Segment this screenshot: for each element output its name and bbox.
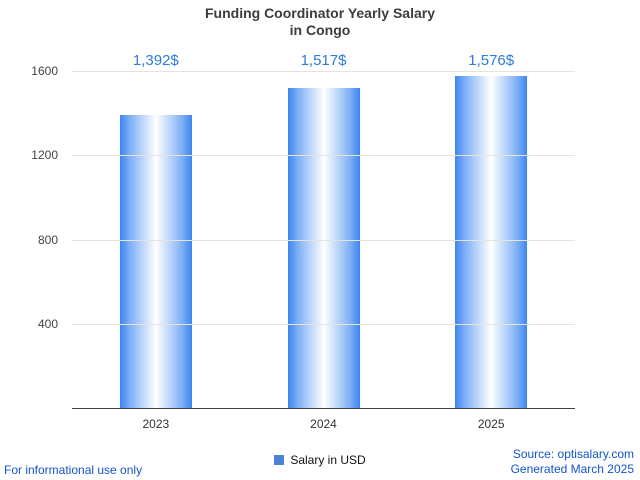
chart-title: Funding Coordinator Yearly Salary in Con…	[0, 5, 640, 39]
legend-swatch-icon	[274, 455, 285, 465]
y-tick-label: 1200	[31, 148, 58, 163]
chart-title-line1: Funding Coordinator Yearly Salary	[204, 5, 435, 21]
chart-title-line2: in Congo	[289, 22, 351, 38]
y-tick-label: 1600	[31, 64, 58, 78]
bar-column	[72, 71, 240, 408]
plot-area	[72, 71, 575, 409]
bar-2023	[119, 114, 192, 408]
gridline	[72, 323, 575, 325]
bar-2024	[287, 88, 360, 408]
value-label: 1,392$	[132, 52, 179, 69]
legend: Salary in USD	[0, 452, 640, 468]
disclaimer-text: For informational use only	[4, 463, 143, 477]
generated-date: Generated March 2025	[510, 462, 634, 476]
gridline	[72, 239, 575, 241]
x-axis-labels: 2023 2024 2025	[72, 417, 575, 431]
source-block: Source: optisalary.com Generated March 2…	[511, 447, 634, 477]
source-link[interactable]: Source: optisalary.com	[512, 447, 634, 461]
x-tick-label: 2023	[142, 417, 170, 431]
value-label: 1,576$	[468, 52, 515, 69]
bar-column	[407, 71, 575, 408]
bar-2025	[455, 76, 528, 408]
y-tick-label: 400	[37, 316, 58, 331]
bars-row	[72, 71, 575, 408]
y-tick-label: 800	[37, 232, 58, 247]
bar-column	[240, 71, 408, 408]
gridline	[72, 155, 575, 157]
x-tick-label: 2025	[477, 417, 505, 431]
x-tick-label: 2024	[310, 417, 337, 431]
y-axis-ticks: 400 800 1200 1600	[0, 64, 64, 408]
value-label: 1,517$	[300, 52, 347, 69]
legend-label: Salary in USD	[290, 453, 366, 467]
value-labels-row: 1,392$ 1,517$ 1,576$	[72, 52, 575, 70]
gridline	[72, 71, 575, 72]
